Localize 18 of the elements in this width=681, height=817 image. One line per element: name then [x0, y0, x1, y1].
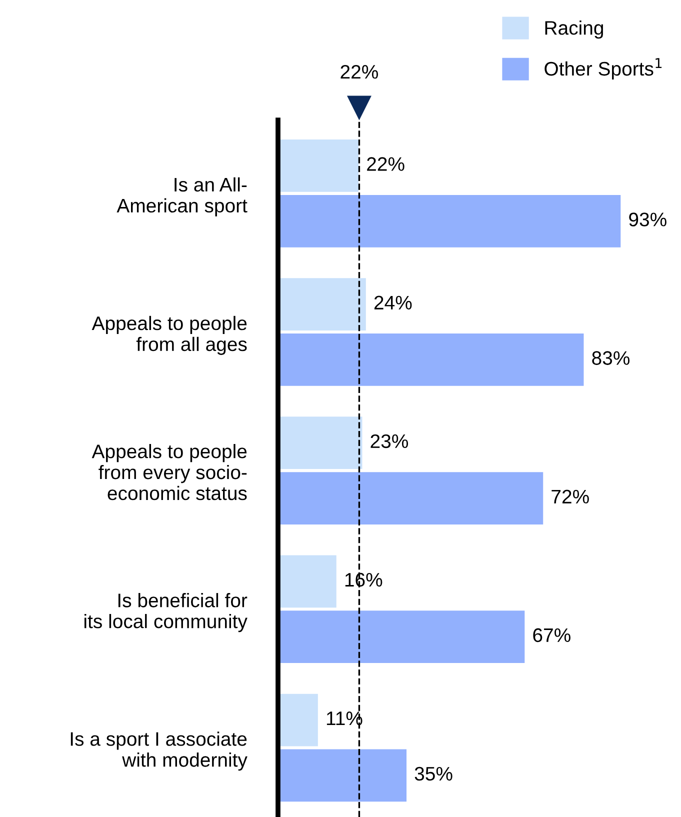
y-tick-label: Is an All- American sport [116, 177, 248, 216]
legend-label: Other Sports$^{1}$ [544, 58, 662, 80]
data-label: 35% [414, 766, 452, 781]
data-label: 67% [533, 628, 570, 642]
legend-label: Racing [545, 20, 603, 39]
data-label: 22% [367, 157, 404, 171]
data-label: 83% [592, 351, 630, 365]
y-tick-label: Is beneficial for its local community [84, 593, 248, 632]
data-label: 93% [629, 212, 666, 226]
data-label: 16% [345, 572, 382, 587]
y-tick-label: Appeals to people from every socio- economic status [92, 444, 247, 500]
y-tick-label: Is a sport I associate with modernity [70, 732, 248, 771]
data-label: 23% [370, 434, 408, 448]
data-label: 72% [552, 490, 589, 504]
ref-line-label: 22% [340, 64, 378, 79]
y-tick-label: Appeals to people from all ages [92, 316, 247, 355]
data-label: 11% [326, 712, 362, 726]
data-label: 24% [374, 296, 412, 310]
